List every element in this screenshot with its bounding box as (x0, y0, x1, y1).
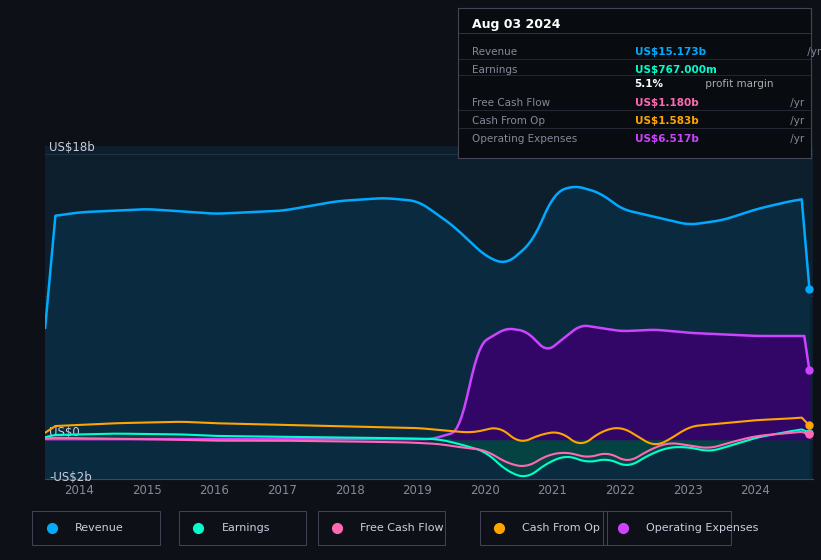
Text: /yr: /yr (804, 47, 821, 57)
Text: US$767.000m: US$767.000m (635, 65, 717, 75)
Text: US$1.180b: US$1.180b (635, 98, 699, 108)
Text: US$6.517b: US$6.517b (635, 134, 699, 144)
Text: Revenue: Revenue (472, 47, 517, 57)
Text: -US$2b: -US$2b (49, 471, 92, 484)
Text: Operating Expenses: Operating Expenses (472, 134, 577, 144)
Text: Aug 03 2024: Aug 03 2024 (472, 18, 561, 31)
Text: Earnings: Earnings (472, 65, 518, 75)
Text: /yr: /yr (787, 116, 805, 126)
Text: US$0: US$0 (49, 426, 80, 439)
Text: US$1.583b: US$1.583b (635, 116, 699, 126)
Text: 5.1%: 5.1% (635, 79, 663, 89)
Text: Operating Expenses: Operating Expenses (646, 523, 759, 533)
Text: Cash From Op: Cash From Op (522, 523, 600, 533)
Text: profit margin: profit margin (703, 79, 774, 89)
Text: Cash From Op: Cash From Op (472, 116, 545, 126)
Text: Free Cash Flow: Free Cash Flow (472, 98, 550, 108)
Text: Revenue: Revenue (75, 523, 123, 533)
Text: /yr: /yr (787, 98, 805, 108)
Text: US$15.173b: US$15.173b (635, 47, 706, 57)
Text: Free Cash Flow: Free Cash Flow (360, 523, 444, 533)
Text: Earnings: Earnings (222, 523, 270, 533)
Text: US$18b: US$18b (49, 141, 94, 153)
Text: /yr: /yr (787, 134, 805, 144)
